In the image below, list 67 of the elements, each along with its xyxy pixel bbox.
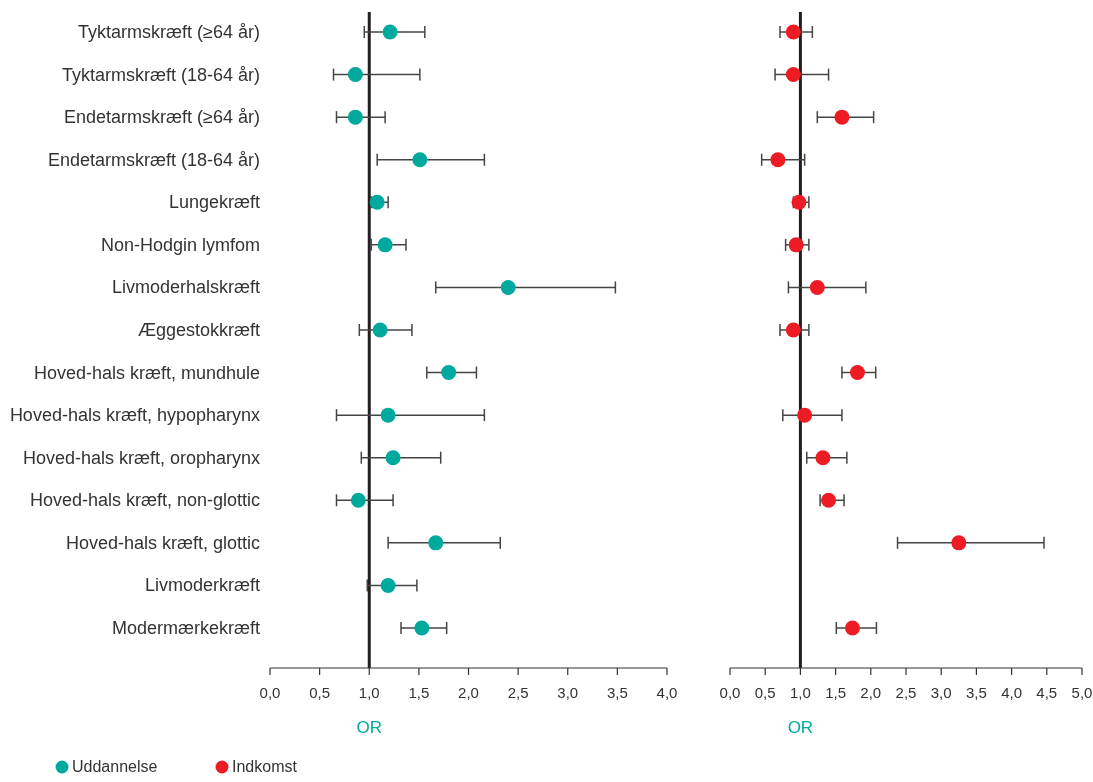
- point: [350, 492, 366, 508]
- x-tick-label: 4,5: [1036, 684, 1058, 701]
- legend-label: Indkomst: [232, 758, 298, 775]
- y-tick-label: Endetarmskræft (≥64 år): [64, 107, 260, 128]
- x-tick-label: 1,0: [789, 684, 811, 701]
- point: [380, 577, 396, 593]
- point: [412, 152, 428, 168]
- x-axis-title: OR: [787, 718, 814, 737]
- x-tick-label: 0,0: [719, 684, 741, 701]
- x-tick-label: 1,5: [825, 684, 847, 701]
- point: [845, 620, 860, 636]
- point: [951, 535, 967, 551]
- point: [785, 24, 801, 40]
- y-tick-label: Lungekræft: [168, 192, 260, 213]
- x-tick-label: 2,5: [895, 684, 917, 701]
- x-tick-label: 3,0: [557, 684, 579, 701]
- point: [414, 620, 430, 636]
- x-tick-label: 4,0: [656, 684, 678, 701]
- point: [785, 67, 801, 83]
- y-tick-label: Hoved-hals kræft, mundhule: [33, 362, 260, 383]
- x-tick-label: 5,0: [1071, 684, 1093, 701]
- y-tick-label: Livmoderhalskræft: [111, 277, 260, 298]
- y-tick-label: Non-Hodgin lymfom: [100, 234, 260, 255]
- point: [382, 24, 398, 40]
- point: [770, 152, 786, 168]
- y-tick-label: Modermærkekræft: [111, 618, 260, 638]
- point: [815, 450, 831, 466]
- x-tick-label: 2,0: [860, 684, 882, 701]
- y-tick-label: Hoved-hals kræft, non-glottic: [29, 490, 260, 511]
- point: [441, 365, 457, 381]
- point: [849, 365, 865, 381]
- point: [347, 67, 363, 83]
- point: [377, 237, 393, 253]
- x-tick-label: 0,5: [754, 684, 776, 701]
- x-tick-label: 2,0: [458, 684, 479, 701]
- y-tick-label: Hoved-hals kræft, hypopharynx: [9, 405, 260, 426]
- x-tick-label: 3,0: [930, 684, 952, 701]
- y-tick-label: Æggestokkræft: [137, 320, 260, 340]
- x-tick-label: 2,5: [507, 684, 529, 701]
- point: [788, 237, 804, 253]
- y-tick-label: Tyktarmskræft (≥64 år): [78, 22, 260, 42]
- x-tick-label: 0,0: [259, 684, 281, 701]
- y-tick-label: Endetarmskræft (18-64 år): [47, 149, 260, 170]
- x-axis-title: OR: [356, 718, 382, 737]
- x-tick-label: 3,5: [965, 684, 987, 701]
- point: [380, 407, 396, 423]
- x-tick-label: 3,5: [606, 684, 628, 701]
- point: [834, 109, 850, 125]
- point: [385, 450, 401, 466]
- point: [428, 535, 444, 551]
- point: [500, 279, 516, 295]
- y-tick-label: Tyktarmskræft (18-64 år): [61, 64, 260, 85]
- legend-label: Uddannelse: [72, 758, 158, 775]
- point: [821, 492, 837, 508]
- point: [372, 322, 388, 338]
- y-tick-label: Livmoderkræft: [144, 575, 260, 596]
- x-tick-label: 0,5: [309, 684, 331, 701]
- point: [809, 279, 825, 295]
- point: [785, 322, 801, 338]
- point: [347, 109, 363, 125]
- point: [797, 407, 813, 423]
- x-tick-label: 1,0: [358, 684, 380, 701]
- x-tick-label: 1,5: [408, 684, 430, 701]
- y-tick-label: Hoved-hals kræft, oropharynx: [22, 447, 260, 468]
- x-tick-label: 4,0: [1001, 684, 1023, 701]
- y-tick-label: Hoved-hals kræft, glottic: [65, 532, 260, 553]
- point: [369, 194, 385, 210]
